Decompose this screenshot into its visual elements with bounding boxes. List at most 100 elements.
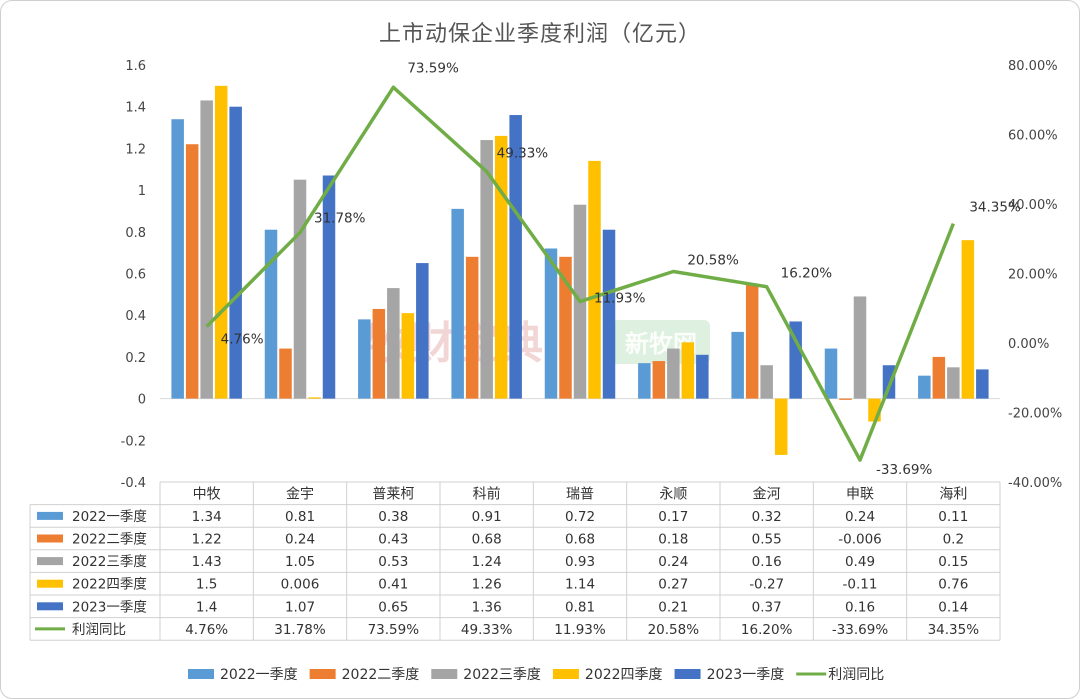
y-left-tick-label: 1 <box>138 184 146 199</box>
bar-2022四季度-瑞普 <box>588 160 601 399</box>
line-data-label: 49.33% <box>497 146 549 162</box>
bar-2022一季度-金宇 <box>264 229 278 399</box>
table-cell: 0.24 <box>658 554 688 570</box>
y-right-tick-label: 40.00% <box>1008 198 1058 213</box>
table-cell: -0.006 <box>838 531 882 547</box>
table-cell: 1.14 <box>565 577 595 593</box>
table-cell: 1.07 <box>285 599 315 615</box>
table-cell: -0.27 <box>749 577 784 593</box>
table-cell: 1.26 <box>472 577 502 593</box>
line-data-label: 73.59% <box>407 60 459 76</box>
table-cell: 1.34 <box>192 509 222 525</box>
bar-2022四季度-永顺 <box>681 342 695 399</box>
bar-2022一季度-中牧 <box>171 119 184 399</box>
table-cell: 1.43 <box>192 554 222 570</box>
bar-2022四季度-科前 <box>494 135 508 399</box>
bar-2023一季度-瑞普 <box>602 229 616 399</box>
table-legend-swatch <box>37 557 63 566</box>
line-data-label: 11.93% <box>594 291 646 307</box>
table-cell: 0.21 <box>658 599 688 615</box>
line-data-label: 34.35% <box>969 200 1021 216</box>
table-cell: 0.81 <box>565 599 595 615</box>
y-left-tick-label: 0 <box>138 393 146 408</box>
legend-swatch <box>431 669 458 679</box>
line-data-label: -33.69% <box>876 462 933 478</box>
bar-2022一季度-海利 <box>918 375 931 399</box>
table-cell: 0.41 <box>378 577 408 593</box>
bar-2023一季度-普莱柯 <box>416 263 429 399</box>
table-legend-swatch <box>37 511 63 520</box>
table-legend-swatch <box>37 602 63 611</box>
bar-2023一季度-金河 <box>789 321 802 399</box>
bar-2022四季度-海利 <box>961 240 975 399</box>
legend-label: 2022四季度 <box>585 667 663 683</box>
table-cell: 0.81 <box>285 509 315 525</box>
line-data-label: 4.76% <box>221 331 264 347</box>
y-left-tick-label: 0.4 <box>125 309 146 324</box>
bar-2022二季度-申联 <box>839 398 852 400</box>
category-label: 金河 <box>753 486 781 502</box>
table-cell: 0.68 <box>472 531 502 547</box>
bar-2022二季度-普莱柯 <box>372 308 386 399</box>
y-right-tick-label: -40.00% <box>1008 476 1062 491</box>
y-left-tick-label: -0.2 <box>121 434 146 449</box>
table-series-name: 利润同比 <box>72 622 126 638</box>
line-data-label: 16.20% <box>781 266 833 282</box>
table-series-name: 2022三季度 <box>72 554 147 570</box>
table-cell: 49.33% <box>461 622 513 638</box>
table-cell: 0.2 <box>943 531 964 547</box>
bar-2022四季度-金河 <box>774 398 788 455</box>
bar-2023一季度-中牧 <box>229 106 242 399</box>
y-left-tick-label: 1.6 <box>125 59 146 74</box>
table-cell: 20.58% <box>648 622 700 638</box>
table-cell: -0.11 <box>843 577 878 593</box>
table-cell: 11.93% <box>554 622 606 638</box>
table-legend-swatch <box>37 579 63 588</box>
y-left-tick-label: 0.6 <box>125 268 146 283</box>
table-cell: 1.24 <box>472 554 502 570</box>
bar-2022四季度-金宇 <box>308 397 321 399</box>
table-cell: 0.16 <box>845 599 875 615</box>
table-cell: 31.78% <box>274 622 326 638</box>
y-right-tick-label: 20.00% <box>1008 268 1058 283</box>
table-cell: 0.49 <box>845 554 875 570</box>
table-cell: 0.16 <box>752 554 782 570</box>
bar-2022二季度-永顺 <box>652 361 666 399</box>
table-cell: 0.76 <box>938 577 968 593</box>
table-series-name: 2022四季度 <box>72 577 147 593</box>
table-cell: 0.53 <box>378 554 408 570</box>
table-cell: 1.05 <box>285 554 315 570</box>
table-cell: 0.32 <box>752 509 782 525</box>
bar-2022三季度-金宇 <box>293 179 307 399</box>
y-right-tick-label: 0.00% <box>1008 337 1049 352</box>
line-data-label: 31.78% <box>314 211 366 227</box>
table-cell: 0.18 <box>658 531 688 547</box>
bar-2022一季度-普莱柯 <box>358 319 371 399</box>
table-cell: 1.4 <box>196 599 217 615</box>
bar-2022三季度-申联 <box>853 296 867 399</box>
legend-swatch <box>309 669 336 679</box>
legend-label: 2022一季度 <box>220 667 298 683</box>
line-data-label: 20.58% <box>687 252 739 268</box>
bar-2022二季度-金河 <box>745 283 759 399</box>
table-cell: 0.43 <box>378 531 408 547</box>
table-cell: 4.76% <box>185 622 228 638</box>
bar-2022一季度-瑞普 <box>544 248 558 399</box>
y-left-tick-label: 0.2 <box>125 351 146 366</box>
bar-2023一季度-金宇 <box>322 175 336 399</box>
y-left-tick-label: 1.4 <box>125 101 146 116</box>
bar-2022三季度-中牧 <box>200 100 213 399</box>
bar-2022一季度-申联 <box>824 348 838 399</box>
category-label: 普莱柯 <box>372 486 414 502</box>
legend-label: 2022三季度 <box>463 667 541 683</box>
y-right-tick-label: 60.00% <box>1008 129 1058 144</box>
table-cell: 1.36 <box>472 599 502 615</box>
table-cell: 0.24 <box>845 509 875 525</box>
table-cell: 0.17 <box>658 509 688 525</box>
bar-2023一季度-永顺 <box>696 354 709 399</box>
y-right-tick-label: 80.00% <box>1008 59 1058 74</box>
bar-2022二季度-金宇 <box>279 348 292 399</box>
table-cell: 1.22 <box>192 531 222 547</box>
legend-swatch <box>674 669 701 679</box>
bar-2022二季度-海利 <box>932 356 946 399</box>
